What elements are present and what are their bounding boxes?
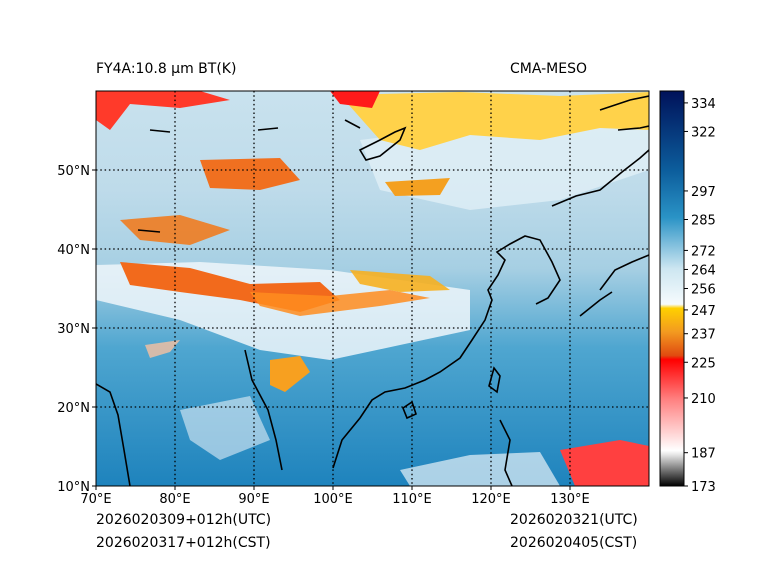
cloud-se-white	[400, 452, 560, 486]
colorbar	[659, 90, 685, 487]
lon-label-80e: 80°E	[159, 492, 190, 507]
valid-time-utc: 2026020321(UTC)	[510, 512, 638, 528]
cloud-streak-5	[145, 340, 180, 358]
lon-label-120e: 120°E	[471, 492, 511, 507]
init-time-cst: 2026020317+012h(CST)	[96, 535, 271, 551]
colorbar-label-173: 173	[691, 480, 716, 495]
colorbar-label-237: 237	[691, 328, 716, 343]
lat-label-10n: 10°N	[57, 480, 90, 495]
lon-axis: 70°E 80°E 90°E 100°E 110°E 120°E 130°E	[80, 486, 590, 507]
colorbar-ticks: 173 187 210 225 237 247 256 264 272 285 297 322 334	[684, 97, 716, 495]
colorbar-label-285: 285	[691, 213, 716, 228]
map-title: FY4A:10.8 µm BT(K)	[96, 61, 237, 77]
lon-label-90e: 90°E	[238, 492, 269, 507]
colorbar-label-225: 225	[691, 356, 716, 371]
lat-label-30n: 30°N	[57, 322, 90, 337]
cloud-streak-2	[250, 290, 430, 316]
cloud-se-red	[560, 440, 649, 486]
lat-label-40n: 40°N	[57, 243, 90, 258]
graticule	[96, 91, 649, 486]
colorbar-label-264: 264	[691, 263, 716, 278]
cloud-sw-white	[180, 396, 270, 460]
colorbar-label-297: 297	[691, 185, 716, 200]
colorbar-label-187: 187	[691, 447, 716, 462]
colorbar-label-247: 247	[691, 304, 716, 319]
cloud-red-top	[330, 91, 380, 108]
cloud-orange-north	[200, 158, 300, 190]
colorbar-label-322: 322	[691, 125, 716, 140]
colorbar-label-256: 256	[691, 283, 716, 298]
lat-axis: 10°N 20°N 30°N 40°N 50°N	[57, 164, 96, 495]
cloud-yellow-north	[340, 92, 649, 150]
coastlines	[96, 95, 649, 486]
lon-label-130e: 130°E	[550, 492, 590, 507]
cloud-streak-3	[350, 270, 450, 292]
valid-time-cst: 2026020405(CST)	[510, 535, 638, 551]
colorbar-label-272: 272	[691, 244, 716, 259]
cloud-streak-4	[270, 356, 310, 392]
lat-label-50n: 50°N	[57, 164, 90, 179]
lat-label-20n: 20°N	[57, 401, 90, 416]
init-time-utc: 2026020309+012h(UTC)	[96, 512, 272, 528]
model-name: CMA-MESO	[510, 61, 588, 77]
cloud-red-topleft	[96, 91, 230, 130]
map-frame	[95, 90, 650, 487]
colorbar-label-334: 334	[691, 97, 716, 112]
cloud-orange-mid	[385, 178, 450, 196]
lon-label-70e: 70°E	[80, 492, 111, 507]
lon-label-110e: 110°E	[392, 492, 432, 507]
colorbar-label-210: 210	[691, 392, 716, 407]
lon-label-100e: 100°E	[313, 492, 353, 507]
